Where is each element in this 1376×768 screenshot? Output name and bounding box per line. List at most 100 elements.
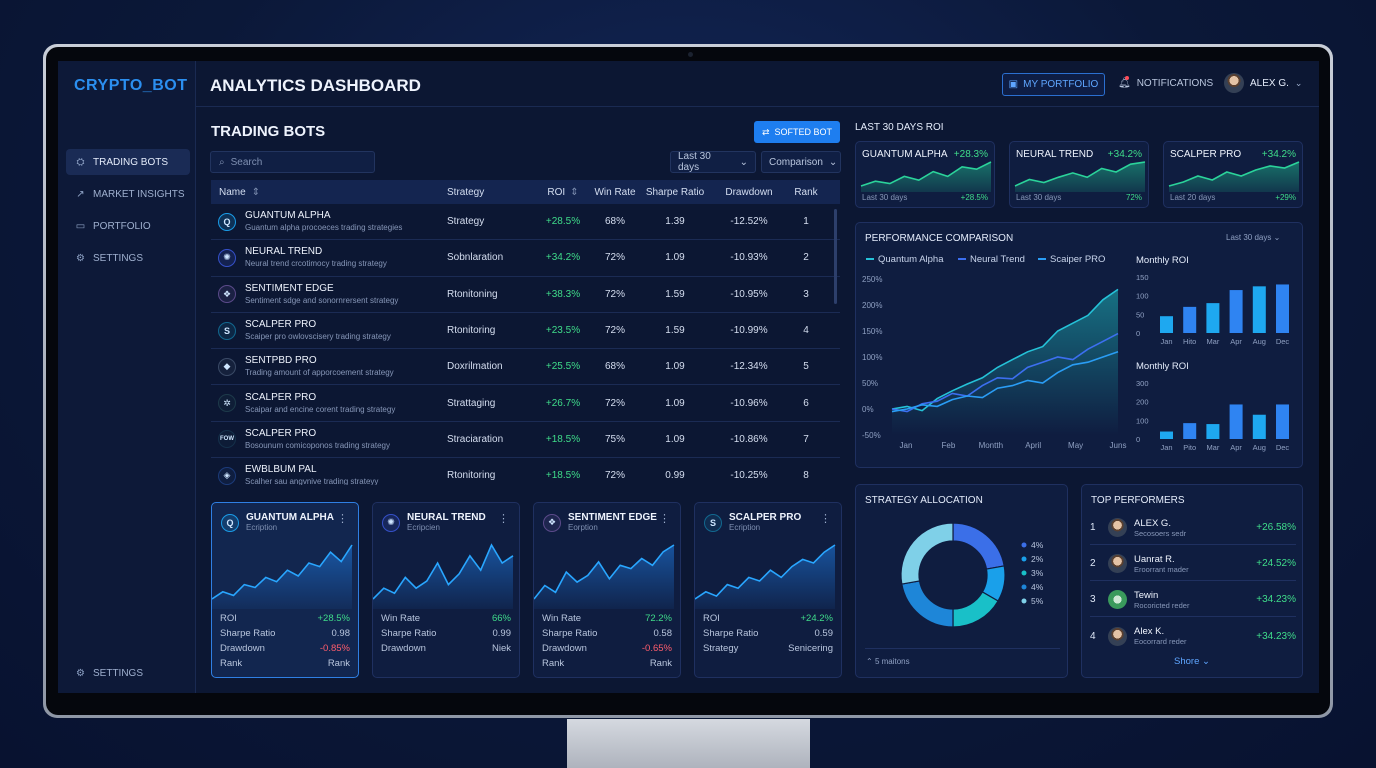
table-row[interactable]: FOW SCALPER PRO Bosounum comicoponos tradi… bbox=[211, 422, 840, 459]
bot-name: SENTIMENT EDGE bbox=[245, 282, 334, 294]
performer-sub: Rocoricted reder bbox=[1134, 600, 1190, 610]
kebab-menu-icon[interactable]: ⋮ bbox=[659, 513, 670, 525]
roi30-name: NEURAL TREND bbox=[1016, 149, 1094, 160]
bot-name-cell: ❖ SENTIMENT EDGE Sentiment sdge and sonorn… bbox=[211, 283, 447, 306]
card-sparkline bbox=[695, 544, 836, 609]
bar-y-tick: 300 bbox=[1136, 379, 1149, 388]
user-menu[interactable]: ALEX G. ⌄ bbox=[1224, 73, 1302, 93]
search-input[interactable]: ⌕ Search bbox=[210, 151, 375, 173]
stat-value: 72.2% bbox=[645, 613, 672, 624]
card-stat-row: ROI +28.5% bbox=[220, 613, 350, 624]
col-rank[interactable]: Rank bbox=[794, 186, 818, 198]
bar-category: Apr bbox=[1230, 337, 1242, 346]
rank-number: 1 bbox=[1090, 522, 1096, 533]
col-roi[interactable]: ROI ⇕ bbox=[537, 187, 589, 198]
sharpe-cell: 1.09 bbox=[665, 397, 685, 409]
bar-category: Hito bbox=[1183, 337, 1196, 346]
sorted-bot-button[interactable]: ⇄ SOFTED BOT bbox=[754, 121, 840, 143]
show-more-link[interactable]: Shore ⌄ bbox=[1174, 656, 1210, 667]
roi30-card[interactable]: NEURAL TREND +34.2% Last 30 days 72% bbox=[1009, 141, 1149, 208]
table-row[interactable]: ◆ SENTPBD PRO Trading amount of apporcoeme… bbox=[211, 349, 840, 386]
card-name: SCALPER PRO bbox=[729, 512, 802, 523]
sharpe-cell: 1.59 bbox=[665, 288, 685, 300]
performer-sub: Eroorrant mader bbox=[1134, 564, 1189, 574]
bot-card[interactable]: Q GUANTUM ALPHA Ecription ⋮ ROI +28.5% Sharpe … bbox=[211, 502, 359, 678]
chevron-down-icon: ⌄ bbox=[1294, 77, 1303, 88]
legend-label: Quantum Alpha bbox=[878, 254, 944, 265]
list-item[interactable]: 3 Tewin Rocoricted reder +34.23% bbox=[1090, 583, 1296, 617]
win-rate-cell: 72% bbox=[604, 288, 625, 300]
rank-number: 4 bbox=[1090, 630, 1096, 642]
rank-cell: 8 bbox=[803, 470, 809, 482]
table-row[interactable]: Q GUANTUM ALPHA Guantum alpha procoeces tr… bbox=[211, 204, 840, 241]
card-sub: Ecription bbox=[729, 523, 761, 532]
y-tick-label: 150% bbox=[862, 327, 882, 336]
roi-cell: +26.7% bbox=[545, 397, 581, 409]
sidebar-item-settings[interactable]: ⚙ SETTINGS bbox=[66, 245, 190, 271]
allocation-label: 2% bbox=[1031, 554, 1044, 564]
col-strategy[interactable]: Strategy bbox=[447, 186, 485, 198]
table-row[interactable]: S SCALPER PRO Scaiper pro owlovscisery tra… bbox=[211, 313, 840, 350]
sparkline-area bbox=[861, 162, 991, 192]
col-sharpe[interactable]: Sharpe Ratio bbox=[645, 186, 705, 198]
col-name[interactable]: Name ⇕ bbox=[211, 187, 447, 198]
kebab-menu-icon[interactable]: ⋮ bbox=[820, 513, 831, 525]
table-row[interactable]: ❖ SENTIMENT EDGE Sentiment sdge and sonorn… bbox=[211, 277, 840, 313]
bot-card[interactable]: ✺ NEURAL TREND Ecripcien ⋮ Win Rate 66% Sharpe… bbox=[372, 502, 520, 678]
sidebar-item-market-insights[interactable]: ↗ MARKET INSIGHTS bbox=[66, 181, 190, 207]
stat-label: Rank bbox=[542, 658, 565, 669]
table-scrollbar[interactable] bbox=[834, 209, 837, 304]
allocation-label: 4% bbox=[1031, 582, 1044, 592]
performance-title: PERFORMANCE COMPARISON bbox=[865, 233, 1014, 244]
col-drawdown[interactable]: Drawdown bbox=[725, 186, 773, 198]
my-portfolio-button[interactable]: ▣ MY PORTFOLIO bbox=[1002, 73, 1105, 96]
sidebar-item-label: TRADING BOTS bbox=[93, 156, 169, 168]
donut-slice bbox=[952, 522, 1005, 570]
notifications-button[interactable]: 🔔︎ NOTIFICATIONS bbox=[1118, 76, 1213, 89]
bot-card[interactable]: ❖ SENTIMENT EDGE Eorption ⋮ Win Rate 72.2% Sha… bbox=[533, 502, 681, 678]
bar-y-tick: 150 bbox=[1136, 273, 1149, 282]
stat-label: Rank bbox=[220, 658, 243, 669]
list-item[interactable]: 1 ALEX G. Secosoers sedr +26.58% bbox=[1090, 511, 1296, 545]
table-row[interactable]: ◈ EWBLBUM PAL Scalher sau angvnive trading… bbox=[211, 458, 840, 485]
range-select[interactable]: Last 30 days ⌄ bbox=[670, 151, 756, 173]
bot-name: NEURAL TREND bbox=[245, 246, 323, 258]
stat-value: Senicering bbox=[788, 643, 833, 654]
bar bbox=[1252, 414, 1266, 439]
roi30-sparkline bbox=[1168, 161, 1300, 192]
col-win-rate[interactable]: Win Rate bbox=[594, 186, 636, 198]
bot-card[interactable]: S SCALPER PRO Ecription ⋮ ROI +24.2% Sharpe Ra… bbox=[694, 502, 842, 678]
strategy-cell: Strattaging bbox=[447, 397, 496, 409]
chevron-down-icon: ⌄ bbox=[1273, 233, 1281, 242]
card-stat-row: Win Rate 72.2% bbox=[542, 613, 672, 624]
sort-icon: ⇕ bbox=[251, 186, 261, 198]
sidebar-settings-bottom[interactable]: ⚙ SETTINGS bbox=[66, 660, 190, 686]
table-row[interactable]: ✲ SCALPER PRO Scaipar and encine corent tr… bbox=[211, 385, 840, 422]
bot-icon: ⛭ bbox=[76, 156, 85, 168]
sidebar-item-trading-bots[interactable]: ⛭ TRADING BOTS bbox=[66, 149, 190, 175]
donut-slice bbox=[901, 580, 954, 628]
chevron-down-icon: ⌄ bbox=[739, 156, 748, 168]
roi30-card[interactable]: SCALPER PRO +34.2% Last 20 days +29% bbox=[1163, 141, 1303, 208]
sparkline-area bbox=[373, 545, 513, 609]
roi-cell: +18.5% bbox=[545, 470, 581, 482]
bot-icon: ◆ bbox=[218, 357, 236, 376]
rank-cell: 2 bbox=[803, 252, 809, 264]
kebab-menu-icon[interactable]: ⋮ bbox=[337, 513, 348, 525]
sidebar-item-portfolio[interactable]: ▭ PORTFOLIO bbox=[66, 213, 190, 239]
card-header: S SCALPER PRO Ecription bbox=[704, 512, 801, 533]
donut-slice bbox=[900, 522, 954, 585]
bar-category: Pito bbox=[1183, 443, 1196, 452]
performance-range-select[interactable]: Last 30 days ⌄ bbox=[1226, 233, 1280, 242]
list-item[interactable]: 2 Uanrat R. Eroorrant mader +24.52% bbox=[1090, 547, 1296, 581]
win-rate-cell: 72% bbox=[604, 252, 625, 264]
sharpe-cell: 1.09 bbox=[665, 361, 685, 373]
card-stat-row: Rank Rank bbox=[542, 658, 672, 669]
legend-dot bbox=[1021, 598, 1027, 604]
table-row[interactable]: ✺ NEURAL TREND Neural trend crcotimocy tra… bbox=[211, 240, 840, 277]
sharpe-cell: 1.09 bbox=[665, 252, 685, 264]
roi30-card[interactable]: GUANTUM ALPHA +28.3% Last 30 days +28.5% bbox=[855, 141, 995, 208]
list-item[interactable]: 4 Alex K. Eocorrard reder +34.23% bbox=[1090, 619, 1296, 653]
kebab-menu-icon[interactable]: ⋮ bbox=[498, 513, 509, 525]
comparison-select[interactable]: Comparison ⌄ bbox=[761, 151, 841, 173]
